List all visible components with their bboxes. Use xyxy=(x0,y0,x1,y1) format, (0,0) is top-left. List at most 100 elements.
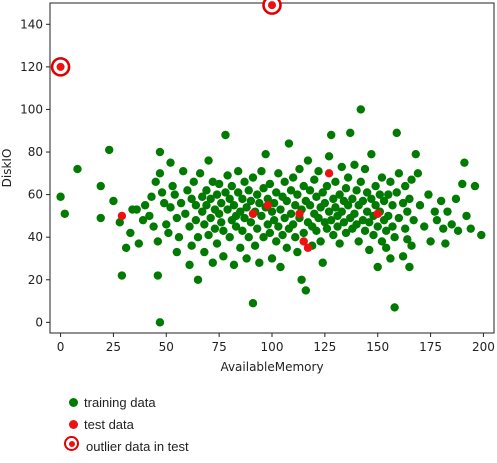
training-dot-icon xyxy=(69,398,78,407)
training-point xyxy=(365,245,374,255)
test-point xyxy=(117,211,127,221)
training-point xyxy=(386,254,395,263)
training-point xyxy=(335,190,344,199)
training-point xyxy=(172,247,182,257)
training-point xyxy=(183,186,192,195)
training-point xyxy=(398,198,408,208)
training-point xyxy=(331,203,340,212)
training-point xyxy=(310,175,319,184)
training-point xyxy=(341,184,351,193)
training-point xyxy=(193,275,203,284)
training-point xyxy=(411,149,420,159)
training-point xyxy=(293,190,302,199)
training-point xyxy=(267,207,277,216)
training-point xyxy=(282,243,291,253)
training-point xyxy=(233,166,243,176)
test-point xyxy=(248,209,258,218)
training-point xyxy=(117,271,127,280)
training-point xyxy=(401,224,410,233)
training-point xyxy=(384,211,393,221)
training-point xyxy=(409,215,418,225)
training-point xyxy=(198,192,207,201)
training-point xyxy=(318,188,327,197)
training-point xyxy=(282,196,291,206)
training-point xyxy=(466,224,475,233)
training-point xyxy=(407,175,416,184)
training-point xyxy=(248,298,258,308)
training-point xyxy=(195,169,205,178)
training-point xyxy=(337,207,346,216)
test-point xyxy=(263,201,272,210)
training-point xyxy=(267,254,277,263)
training-point xyxy=(403,235,412,244)
training-point xyxy=(200,220,209,229)
training-point xyxy=(231,222,241,231)
training-point xyxy=(145,211,154,221)
training-point xyxy=(236,243,245,253)
training-point xyxy=(458,179,467,189)
training-point xyxy=(155,147,165,157)
legend-item-training: training data xyxy=(66,392,366,414)
training-point xyxy=(134,239,143,248)
training-point xyxy=(371,201,380,210)
training-point xyxy=(166,158,175,167)
training-point xyxy=(166,203,175,212)
training-point xyxy=(189,177,198,187)
y-axis-label: DiskIO xyxy=(0,149,14,188)
training-point xyxy=(358,215,368,225)
training-point xyxy=(280,213,289,223)
training-point xyxy=(339,218,349,227)
training-point xyxy=(346,128,355,138)
training-point xyxy=(303,156,313,165)
training-point xyxy=(73,164,82,174)
training-point xyxy=(373,222,382,231)
training-point xyxy=(381,226,391,236)
training-point xyxy=(354,237,363,246)
training-point xyxy=(248,173,258,182)
test-point xyxy=(295,209,304,218)
training-point xyxy=(403,207,412,216)
training-point xyxy=(132,205,141,214)
training-point xyxy=(269,198,279,208)
training-point xyxy=(236,207,245,216)
legend-label-outlier: outlier data in test xyxy=(86,439,189,454)
x-tick-label: 200 xyxy=(472,340,495,354)
training-point xyxy=(193,232,203,242)
training-point xyxy=(151,177,160,187)
training-point xyxy=(314,213,323,223)
legend-item-outlier: outlier data in test xyxy=(64,436,366,458)
training-point xyxy=(381,243,391,253)
training-point xyxy=(157,188,167,197)
training-point xyxy=(443,207,452,216)
training-point xyxy=(358,196,368,206)
training-point xyxy=(56,192,65,201)
training-point xyxy=(208,258,217,267)
y-tick-label: 20 xyxy=(28,273,43,287)
training-point xyxy=(388,222,397,231)
training-point xyxy=(460,158,469,167)
training-point xyxy=(229,201,239,210)
training-point xyxy=(369,230,378,240)
training-point xyxy=(240,213,249,223)
training-point xyxy=(217,218,226,227)
training-point xyxy=(219,252,228,261)
training-point xyxy=(257,166,266,176)
training-point xyxy=(138,215,148,225)
training-point xyxy=(105,145,114,155)
training-point xyxy=(350,160,359,170)
training-point xyxy=(155,169,165,178)
training-point xyxy=(187,241,196,250)
y-tick-label: 80 xyxy=(28,145,43,159)
training-point xyxy=(187,194,196,204)
training-point xyxy=(367,194,376,204)
training-point xyxy=(257,211,266,221)
y-tick-label: 60 xyxy=(28,188,43,202)
training-point xyxy=(126,228,135,238)
training-point xyxy=(405,262,414,272)
x-tick-label: 150 xyxy=(366,340,389,354)
training-point xyxy=(238,194,247,204)
training-point xyxy=(286,209,296,218)
test-point xyxy=(299,237,308,246)
outlier-point xyxy=(56,62,65,71)
training-point xyxy=(242,203,251,212)
